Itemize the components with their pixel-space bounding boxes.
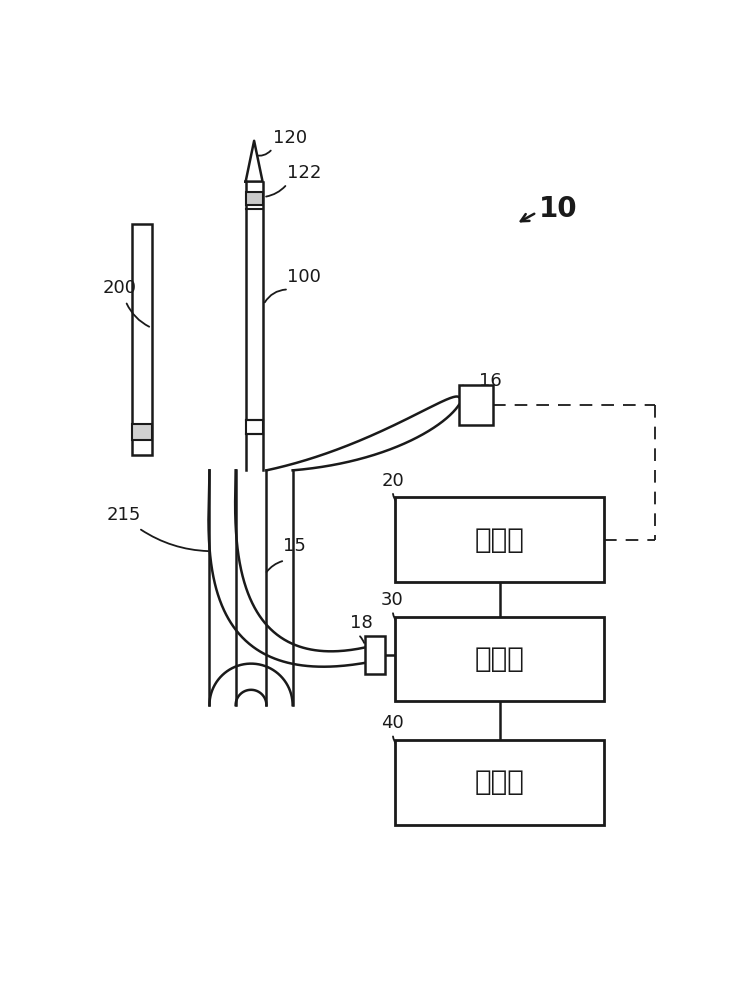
Bar [245,182,263,470]
Text: 215: 215 [107,506,141,524]
Bar [459,385,493,425]
Text: 发生器: 发生器 [475,526,525,554]
Bar [395,740,605,825]
Bar [395,497,605,582]
Text: 122: 122 [287,164,322,182]
Bar [395,617,605,701]
Bar [132,224,152,455]
Bar [365,636,385,674]
Text: 120: 120 [273,129,307,147]
Bar [245,192,263,205]
Text: 驱动器: 驱动器 [475,768,525,796]
Text: 15: 15 [282,537,306,555]
Text: 控制器: 控制器 [475,645,525,673]
Text: 16: 16 [479,372,502,390]
Text: 18: 18 [350,614,373,632]
Text: 20: 20 [381,472,404,490]
Polygon shape [245,141,263,182]
Text: 200: 200 [103,279,137,297]
Text: 100: 100 [287,268,321,286]
Bar [132,424,152,440]
Text: 30: 30 [381,591,404,609]
Bar [245,420,263,434]
Text: 40: 40 [381,714,404,732]
Text: 10: 10 [539,195,578,223]
